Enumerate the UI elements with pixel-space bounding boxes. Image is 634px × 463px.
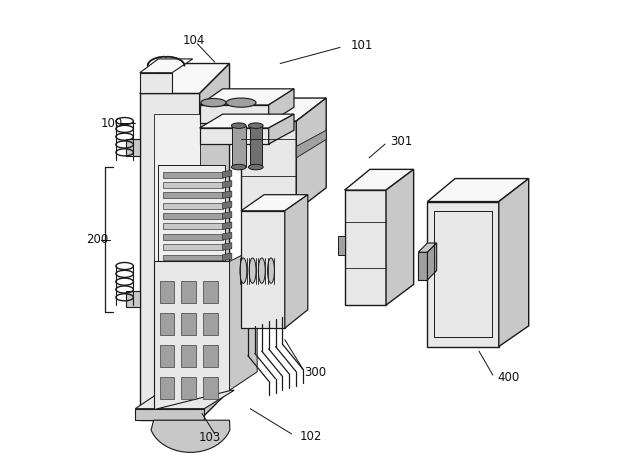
Text: 300: 300	[304, 366, 327, 379]
Polygon shape	[338, 236, 345, 255]
Polygon shape	[230, 248, 257, 390]
Polygon shape	[285, 194, 307, 328]
Polygon shape	[151, 420, 230, 452]
Polygon shape	[163, 182, 223, 188]
Polygon shape	[153, 114, 200, 264]
Text: 200: 200	[86, 233, 108, 246]
Polygon shape	[427, 243, 437, 280]
Ellipse shape	[231, 123, 246, 128]
Text: 301: 301	[391, 135, 413, 148]
Polygon shape	[163, 203, 223, 209]
Ellipse shape	[258, 258, 265, 283]
Polygon shape	[158, 165, 225, 262]
Polygon shape	[163, 224, 223, 230]
Polygon shape	[223, 243, 232, 250]
Polygon shape	[232, 125, 245, 167]
Polygon shape	[140, 59, 193, 73]
Polygon shape	[296, 130, 327, 158]
Ellipse shape	[226, 98, 256, 107]
Polygon shape	[153, 262, 230, 409]
Polygon shape	[160, 313, 174, 335]
Polygon shape	[163, 193, 223, 198]
Polygon shape	[427, 179, 529, 201]
Polygon shape	[223, 232, 232, 240]
Polygon shape	[200, 89, 294, 105]
Polygon shape	[163, 234, 223, 240]
Polygon shape	[223, 181, 232, 188]
Polygon shape	[181, 281, 196, 303]
Polygon shape	[418, 252, 427, 280]
Polygon shape	[135, 390, 234, 409]
Polygon shape	[250, 125, 262, 167]
Polygon shape	[200, 114, 294, 128]
Polygon shape	[181, 313, 196, 335]
Polygon shape	[499, 179, 529, 347]
Polygon shape	[223, 212, 232, 219]
Text: 100: 100	[101, 117, 124, 130]
Polygon shape	[241, 211, 285, 328]
Polygon shape	[269, 114, 294, 144]
Polygon shape	[140, 63, 230, 94]
Ellipse shape	[249, 258, 256, 283]
Polygon shape	[160, 377, 174, 400]
Polygon shape	[126, 291, 140, 307]
Ellipse shape	[240, 258, 247, 283]
Polygon shape	[160, 345, 174, 367]
Polygon shape	[223, 222, 232, 230]
Polygon shape	[223, 191, 232, 198]
Ellipse shape	[249, 123, 263, 128]
Text: 103: 103	[199, 431, 221, 444]
Polygon shape	[241, 121, 296, 211]
Polygon shape	[223, 201, 232, 209]
Polygon shape	[200, 128, 269, 144]
Polygon shape	[181, 377, 196, 400]
Polygon shape	[296, 98, 327, 211]
Polygon shape	[200, 105, 269, 123]
Polygon shape	[269, 89, 294, 123]
Ellipse shape	[249, 164, 263, 170]
Polygon shape	[140, 94, 200, 420]
Polygon shape	[203, 313, 217, 335]
Polygon shape	[241, 194, 307, 211]
Polygon shape	[386, 169, 413, 305]
Polygon shape	[345, 190, 386, 305]
Polygon shape	[200, 63, 230, 420]
Polygon shape	[163, 255, 223, 261]
Polygon shape	[203, 281, 217, 303]
Polygon shape	[241, 98, 327, 121]
Polygon shape	[163, 244, 223, 250]
Polygon shape	[223, 170, 232, 178]
Ellipse shape	[268, 258, 275, 283]
Polygon shape	[140, 73, 172, 94]
Polygon shape	[203, 377, 217, 400]
Polygon shape	[160, 281, 174, 303]
Polygon shape	[163, 213, 223, 219]
Polygon shape	[135, 409, 204, 420]
Ellipse shape	[231, 164, 246, 170]
Polygon shape	[126, 139, 140, 156]
Polygon shape	[223, 253, 232, 261]
Polygon shape	[418, 243, 437, 252]
Polygon shape	[163, 172, 223, 178]
Polygon shape	[427, 201, 499, 347]
Polygon shape	[203, 345, 217, 367]
Text: 400: 400	[498, 371, 520, 384]
Text: 101: 101	[351, 38, 373, 51]
Text: 104: 104	[183, 34, 205, 47]
Polygon shape	[345, 169, 413, 190]
Text: 102: 102	[299, 430, 322, 443]
Polygon shape	[181, 345, 196, 367]
Ellipse shape	[201, 99, 226, 107]
